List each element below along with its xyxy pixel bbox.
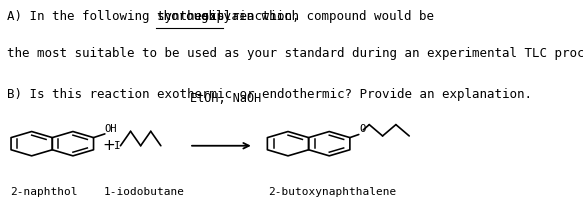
Text: 2-butoxynaphthalene: 2-butoxynaphthalene [268,187,396,197]
Text: O: O [359,124,366,134]
Text: OH: OH [105,124,117,134]
Text: 1-iodobutane: 1-iodobutane [104,187,185,197]
Text: explain which compound would be: explain which compound would be [194,10,434,23]
Text: EtOH, NaOH: EtOH, NaOH [190,92,261,104]
Text: thoroughly: thoroughly [156,10,231,23]
Text: 2-naphthol: 2-naphthol [10,187,78,197]
Text: I: I [114,141,121,151]
Text: +: + [102,138,115,153]
Text: A) In the following synthesis reaction,: A) In the following synthesis reaction, [6,10,307,23]
Text: B) Is this reaction exothermic or endothermic? Provide an explanation.: B) Is this reaction exothermic or endoth… [6,88,532,101]
Text: the most suitable to be used as your standard during an experimental TLC procedu: the most suitable to be used as your sta… [6,47,583,60]
